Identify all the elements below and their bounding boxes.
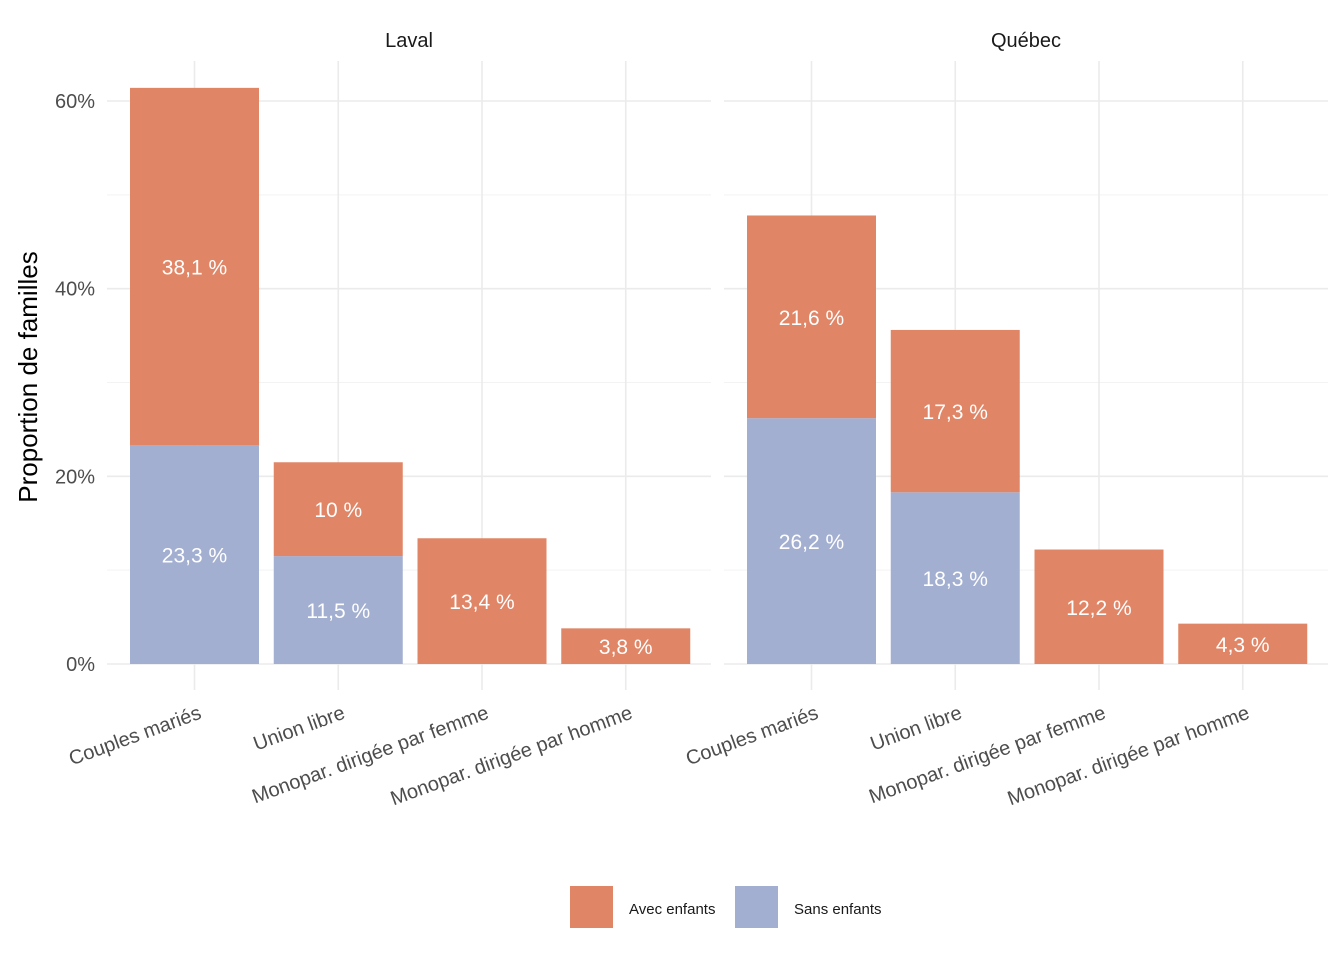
bar-value-label: 10 % [314, 499, 362, 522]
legend: Avec enfants Sans enfants [570, 886, 882, 928]
x-tick-label: Monopar. dirigée par homme [1005, 702, 1253, 810]
bar-value-label: 18,3 % [923, 568, 988, 591]
bar-value-label: 4,3 % [1216, 634, 1270, 657]
legend-swatch-avec-enfants [570, 886, 613, 928]
bar-value-label: 38,1 % [162, 257, 227, 280]
x-tick-label: Monopar. dirigée par femme [866, 702, 1109, 808]
bars: 26,2 % 21,6 % 18,3 % 17,3 % 12,2 % 4,3 % [747, 215, 1308, 664]
facet-title: Laval [385, 30, 433, 52]
facet-panel-laval: Laval 23,3 % 38,1 % 11,5 % 10 % 13,4 % 3,8 % 0%… [55, 30, 711, 810]
bar-value-label: 23,3 % [162, 545, 227, 568]
bar-value-label: 26,2 % [779, 531, 844, 554]
bar-avec-enfants-couples-maries [747, 215, 876, 419]
y-tick-label: 20% [55, 466, 95, 488]
legend-label-avec-enfants: Avec enfants [629, 901, 715, 918]
bars: 23,3 % 38,1 % 11,5 % 10 % 13,4 % 3,8 % [130, 87, 691, 664]
y-tick-label: 60% [55, 91, 95, 113]
bar-sans-enfants-union-libre [890, 492, 1020, 664]
y-tick-label: 40% [55, 279, 95, 301]
x-tick-label: Monopar. dirigée par femme [249, 702, 492, 808]
bar-value-label: 13,4 % [449, 591, 514, 614]
bar-avec-enfants-union-libre [273, 462, 403, 557]
y-axis-ticks: 0% 20% 40% 60% [55, 91, 95, 676]
x-tick-label: Monopar. dirigée par homme [388, 702, 636, 810]
bar-sans-enfants-couples-maries [130, 445, 259, 664]
y-axis-title: Proportion de familles [13, 251, 43, 502]
x-tick-label: Union libre [868, 702, 965, 755]
y-tick-label: 0% [66, 654, 95, 676]
legend-swatch-sans-enfants [735, 886, 778, 928]
bar-avec-enfants-monopar-dirigee-par-homme [561, 628, 691, 664]
x-tick-label: Union libre [251, 702, 348, 755]
bar-avec-enfants-monopar-dirigee-par-homme [1178, 623, 1308, 664]
bar-avec-enfants-monopar-dirigee-par-femme [1034, 549, 1164, 664]
bar-sans-enfants-union-libre [273, 556, 403, 664]
bar-avec-enfants-union-libre [890, 329, 1020, 493]
bar-value-label: 21,6 % [779, 307, 844, 330]
x-tick-label: Couples mariés [683, 702, 821, 770]
bar-value-label: 3,8 % [599, 636, 653, 659]
bar-avec-enfants-monopar-dirigee-par-femme [417, 538, 547, 664]
legend-label-sans-enfants: Sans enfants [794, 901, 882, 918]
facet-panel-quebec: Québec 26,2 % 21,6 % 18,3 % 17,3 % 12,2 % 4,3 … [683, 30, 1328, 810]
bar-value-label: 11,5 % [306, 600, 370, 623]
facets: Laval 23,3 % 38,1 % 11,5 % 10 % 13,4 % 3,8 % 0%… [55, 30, 1328, 810]
bar-avec-enfants-couples-maries [130, 87, 259, 446]
bar-sans-enfants-couples-maries [747, 418, 876, 664]
x-tick-label: Couples mariés [66, 702, 204, 770]
bar-value-label: 17,3 % [923, 401, 988, 424]
facet-title: Québec [991, 30, 1061, 52]
bar-value-label: 12,2 % [1066, 597, 1131, 620]
